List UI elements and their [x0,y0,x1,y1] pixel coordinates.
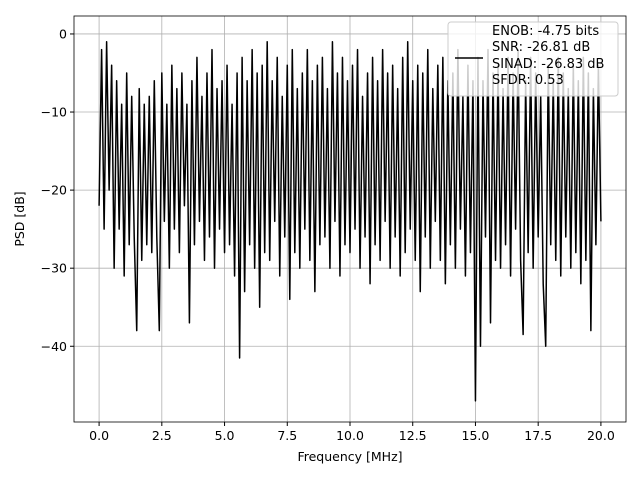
legend-label: ENOB: -4.75 bits SNR: -26.81 dB SINAD: -… [492,24,605,89]
x-axis-label: Frequency [MHz] [297,449,402,464]
x-tick-label: 7.5 [277,428,297,443]
x-tick-label: 15.0 [462,428,490,443]
legend-box [447,21,619,97]
x-tick-label: 17.5 [524,428,552,443]
x-tick-label: 5.0 [215,428,235,443]
y-axis-label: PSD [dB] [12,191,27,246]
y-tick-label: −20 [41,183,67,198]
y-tick-label: −40 [41,339,67,354]
x-tick-label: 20.0 [587,428,615,443]
x-tick-label: 2.5 [152,428,172,443]
x-tick-label: 10.0 [336,428,364,443]
x-tick-label: 12.5 [399,428,427,443]
axes-frame [73,15,627,423]
line-series [98,41,602,402]
x-tick-label: 0.0 [89,428,109,443]
y-tick-label: −30 [41,261,67,276]
y-tick-label: −10 [41,105,67,120]
y-tick-label: 0 [59,26,67,41]
